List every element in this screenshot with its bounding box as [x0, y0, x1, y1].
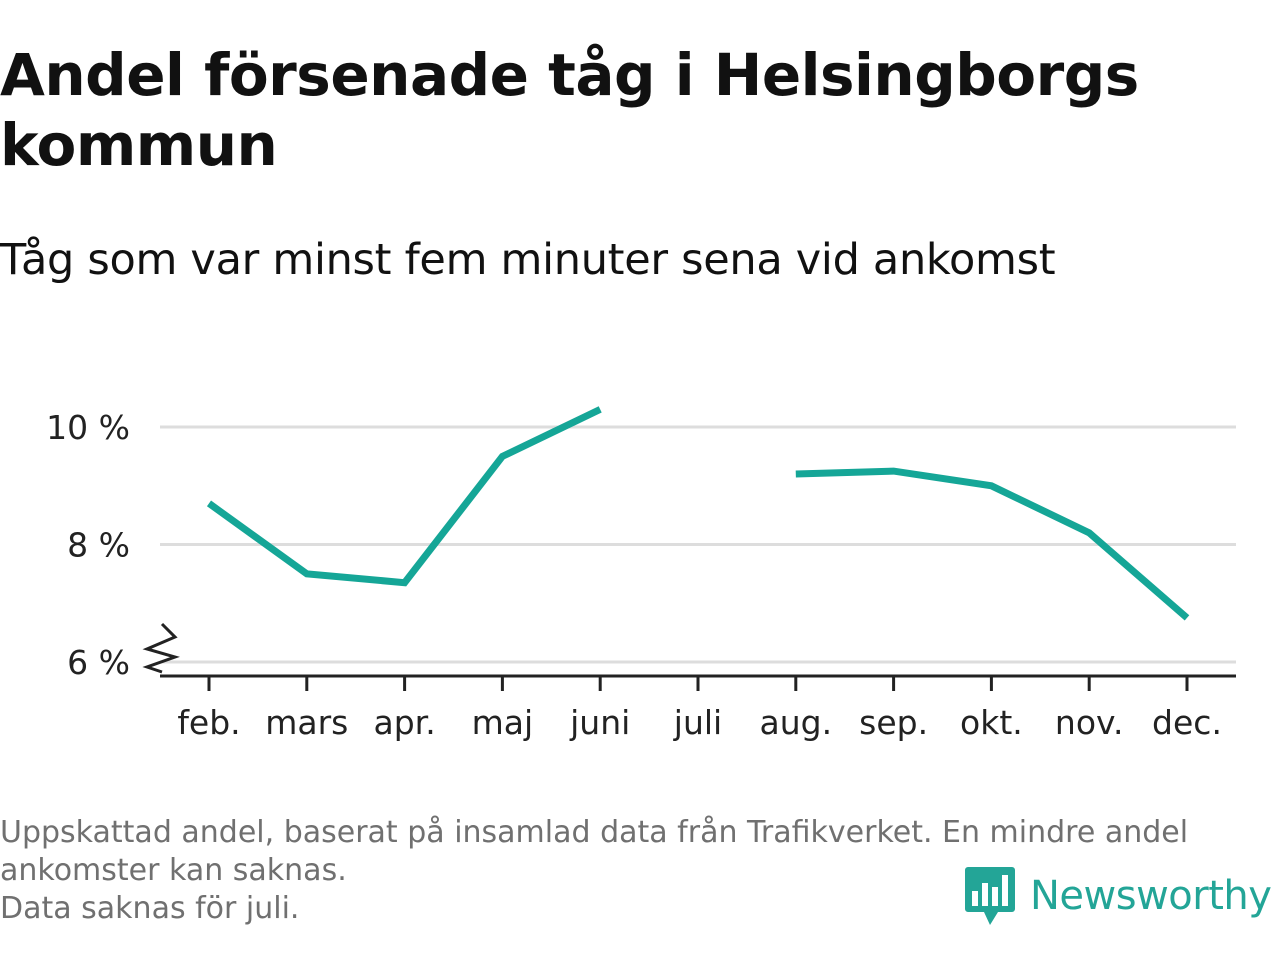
x-tick-label: apr. [373, 703, 435, 742]
series-lines [206, 406, 1190, 621]
y-tick-label: 10 % [46, 408, 130, 447]
x-axis [160, 674, 1236, 691]
y-tick-label: 8 % [67, 526, 130, 565]
x-axis-tick-labels: feb. mars apr. maj juni juli aug. sep. okt. nov. d… [177, 703, 1222, 742]
footnote-source-note: Uppskattad andel, baserat på insamlad da… [0, 815, 1189, 888]
line-chart: 6 % 8 % 10 % feb. mars apr. maj juni juli aug. se… [46, 406, 1236, 742]
series-line [206, 406, 1190, 621]
brand-name: Newsworthy [1030, 873, 1272, 919]
chart-subtitle: Tåg som var minst fem minuter sena vid a… [0, 235, 1056, 285]
y-axis-tick-labels: 6 % 8 % 10 % [46, 408, 130, 682]
x-tick-label: nov. [1055, 703, 1124, 742]
x-tick-label: aug. [760, 703, 833, 742]
x-tick-label: dec. [1152, 703, 1222, 742]
gridlines [160, 425, 1236, 664]
x-tick-label: sep. [859, 703, 928, 742]
x-tick-label: juni [569, 703, 630, 742]
axis-break-icon [142, 622, 180, 674]
newsworthy-logo-icon [965, 867, 1015, 925]
brand-logo: Newsworthy [964, 864, 1272, 928]
y-tick-label: 6 % [67, 643, 130, 682]
x-tick-label: feb. [177, 703, 240, 742]
x-tick-label: maj [472, 703, 534, 742]
x-tick-label: mars [265, 703, 348, 742]
x-tick-label: okt. [960, 703, 1023, 742]
chart-title: Andel försenade tåg i Helsingborgs kommu… [0, 41, 1139, 179]
x-tick-label: juli [673, 703, 722, 742]
footnote-missing-data-note: Data saknas för juli. [0, 891, 300, 926]
footnote: Uppskattad andel, baserat på insamlad da… [0, 814, 1270, 928]
